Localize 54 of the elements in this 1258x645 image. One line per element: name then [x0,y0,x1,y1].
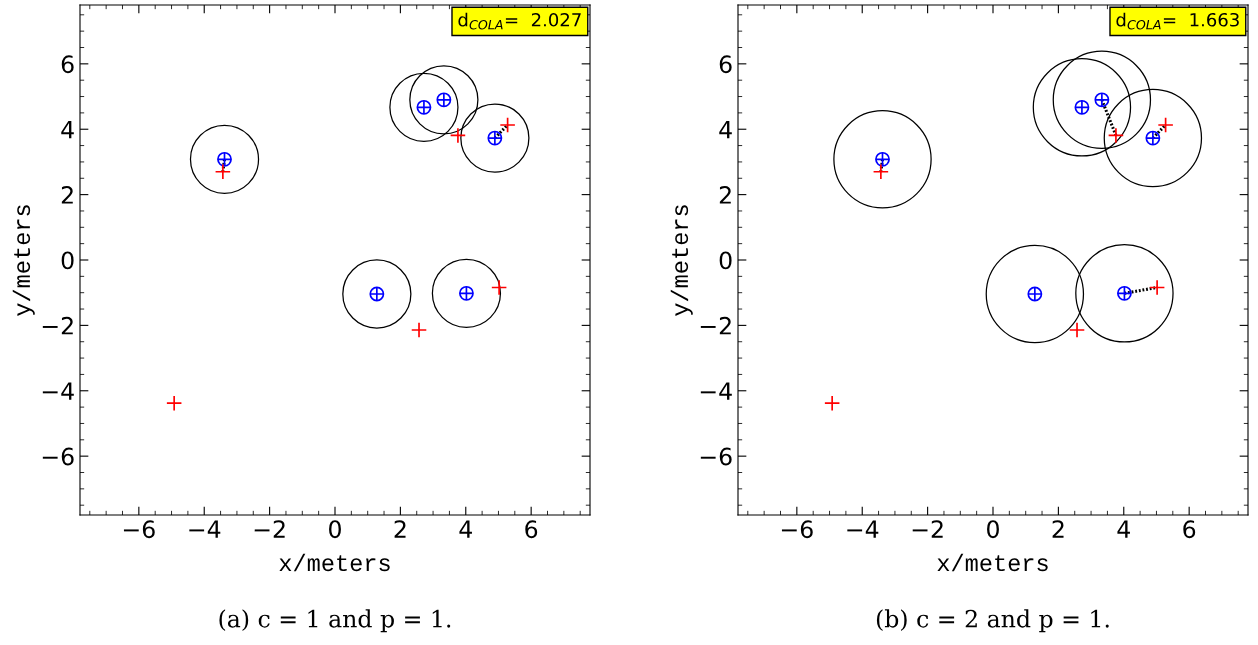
y-tick-label: 0 [61,251,74,270]
x-axis-title: x/meters [279,553,390,572]
y-tick-label: −6 [42,447,74,466]
y-tick-label: 6 [719,55,732,74]
point [872,163,889,180]
x-axis-title: x/meters [937,553,1048,572]
point [369,286,385,302]
y-axis-title: y/meters [12,205,35,316]
point [1027,286,1043,302]
y-axis-title: y/meters [670,205,693,316]
x-tick-label: 2 [394,520,406,538]
point [459,285,474,301]
x-tick-label: 6 [1183,520,1196,539]
y-tick-label: −4 [42,382,74,400]
point [166,395,183,412]
y-tick-label: −6 [700,447,732,466]
x-tick-label: 4 [459,520,472,538]
x-tick-label: −4 [847,520,879,538]
y-tick-label: −2 [42,316,73,335]
point [490,279,508,296]
annotation: d$_{COLA}$= 1.663 [1116,12,1239,30]
y-tick-label: 2 [61,186,73,204]
point [214,163,231,180]
y-tick-label: 4 [719,120,732,139]
point [416,99,432,115]
point [1074,99,1090,115]
x-tick-label: 6 [525,520,538,539]
x-tick-label: −2 [254,520,285,538]
x-tick-label: −4 [189,520,221,538]
y-tick-label: 6 [61,55,74,74]
x-tick-label: 0 [329,520,341,539]
point [410,321,428,339]
y-tick-label: −4 [700,382,732,400]
point [1148,279,1166,296]
point [436,92,452,108]
point [1107,127,1125,144]
x-tick-label: 2 [1052,520,1064,538]
point [449,127,467,144]
text: (b) c = 2 and p = 1. [876,609,1109,633]
y-tick-label: 0 [719,251,732,270]
x-tick-label: 4 [1117,520,1130,538]
x-tick-label: −6 [781,520,813,539]
point [499,116,516,134]
point [1068,321,1086,339]
x-tick-label: 0 [987,520,999,539]
y-tick-label: −2 [700,316,731,335]
x-tick-label: −6 [123,520,155,539]
y-tick-label: 4 [61,120,74,139]
point [1157,116,1174,134]
annotation: d$_{COLA}$= 2.027 [458,12,581,30]
text: (a) c = 1 and p = 1. [219,609,451,633]
x-tick-label: −2 [912,520,943,538]
point [824,395,841,412]
y-tick-label: 2 [719,186,731,204]
